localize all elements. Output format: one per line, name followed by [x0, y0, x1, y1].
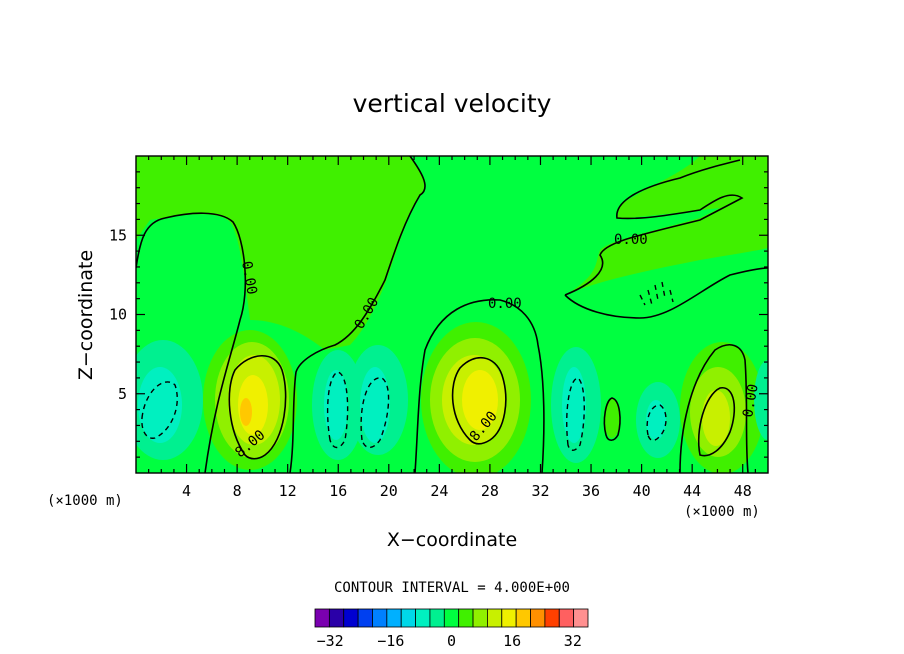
cell-neg-4-inner: [360, 367, 390, 443]
y-tick-label: 15: [109, 226, 127, 244]
x-tick-label: 44: [683, 482, 701, 500]
x-tick-label: 12: [279, 482, 297, 500]
x-unit-right: (×1000 m): [684, 504, 760, 520]
contour-8-cell8: [697, 387, 736, 457]
contour-small-ring: [603, 397, 621, 442]
contour-8-cell5: [451, 357, 507, 445]
colorbar-swatch: [472, 608, 488, 628]
neg-contour-4: [360, 377, 390, 449]
x-tick-label: 8: [233, 482, 242, 500]
colorbar-labels: −32 −16 0 16 32: [317, 632, 582, 650]
contour-label-4: 0.00: [614, 232, 648, 248]
chart-title: vertical velocity: [353, 89, 552, 118]
zero-contour-6: [679, 344, 749, 473]
x-tick-label: 36: [582, 482, 600, 500]
colorbar-tick-label: 16: [503, 632, 521, 650]
colorbar-tick-label: 32: [564, 632, 582, 650]
colorbar-tick-label: −32: [317, 632, 344, 650]
colorbar: [314, 608, 589, 628]
contour-lines: [136, 156, 768, 473]
x-tick-label: 40: [633, 482, 651, 500]
colorbar-swatch: [558, 608, 575, 628]
cell-pos-2-e: [240, 398, 252, 426]
contour-label-7: 0.00: [740, 383, 762, 419]
neg-contour-6: [566, 377, 585, 451]
contour-label-1: 0.00: [238, 260, 260, 296]
neg-contour-3: [326, 371, 349, 449]
x-axis-ticks: 4 8 12 16 20 24 28 32 36 40 44 48: [148, 156, 756, 500]
contour-interval-text: CONTOUR INTERVAL = 4.000E+00: [334, 580, 570, 596]
x-tick-label: 48: [734, 482, 752, 500]
contour-8-cell2: [228, 355, 287, 460]
colorbar-swatch: [400, 608, 416, 628]
colorbar-swatch: [487, 608, 503, 628]
zero-contour-1: [136, 212, 247, 473]
x-tick-label: 28: [481, 482, 499, 500]
cell-neg-6-inner: [562, 367, 586, 443]
x-tick-label: 24: [430, 482, 448, 500]
colorbar-swatch: [357, 608, 373, 628]
colorbar-swatch: [544, 608, 560, 628]
x-tick-label: 16: [329, 482, 347, 500]
zero-contour-4: [564, 159, 744, 296]
colorbar-swatch: [501, 608, 517, 628]
y-tick-label: 10: [109, 306, 127, 324]
colorbar-swatch: [386, 608, 402, 628]
contour-label-3: 0.00: [488, 296, 522, 312]
x-unit-left: (×1000 m): [47, 493, 123, 509]
cell-neg-3-inner: [324, 370, 348, 440]
dashed-contours: [141, 281, 674, 451]
cell-neg-7-inner: [646, 400, 666, 440]
x-tick-label: 4: [182, 482, 191, 500]
colorbar-tick-label: 0: [447, 632, 456, 650]
zero-contour-5: [564, 267, 768, 319]
x-tick-label: 32: [531, 482, 549, 500]
neg-contour-1: [141, 381, 178, 439]
colorbar-swatch: [573, 608, 589, 628]
zero-contour-3: [414, 299, 545, 473]
region-positive-right: [565, 156, 768, 295]
cell-pos-8-c: [702, 390, 730, 446]
colorbar-swatch: [443, 608, 460, 628]
x-axis-label: X−coordinate: [387, 529, 517, 551]
region-positive-upper: [136, 156, 425, 350]
colorbar-swatch: [372, 608, 388, 628]
y-tick-label: 5: [118, 385, 127, 403]
zero-contour-2: [289, 156, 426, 473]
colorbar-swatch: [429, 608, 445, 628]
y-axis-ticks: 5 10 15: [109, 171, 768, 458]
x-tick-label: 20: [380, 482, 398, 500]
colorbar-swatch: [314, 608, 330, 628]
colorbar-swatch: [530, 608, 546, 628]
contour-field: 0.00 0.00 0.00 0.00 8.00 8.00 0.00: [136, 156, 768, 473]
colorbar-swatch: [458, 608, 474, 628]
neg-contour-7: [646, 404, 667, 442]
colorbar-swatch: [515, 608, 531, 628]
cell-pos-small: [604, 398, 620, 438]
colorbar-swatch: [328, 608, 345, 628]
cell-pos-5-d: [462, 370, 498, 430]
colorbar-swatch: [415, 608, 431, 628]
cell-neg-1-inner: [138, 367, 182, 443]
cell-neg-edge: [754, 360, 768, 440]
colorbar-swatch: [343, 608, 359, 628]
y-axis-label: Z−coordinate: [75, 250, 97, 380]
colorbar-tick-label: −16: [377, 632, 404, 650]
